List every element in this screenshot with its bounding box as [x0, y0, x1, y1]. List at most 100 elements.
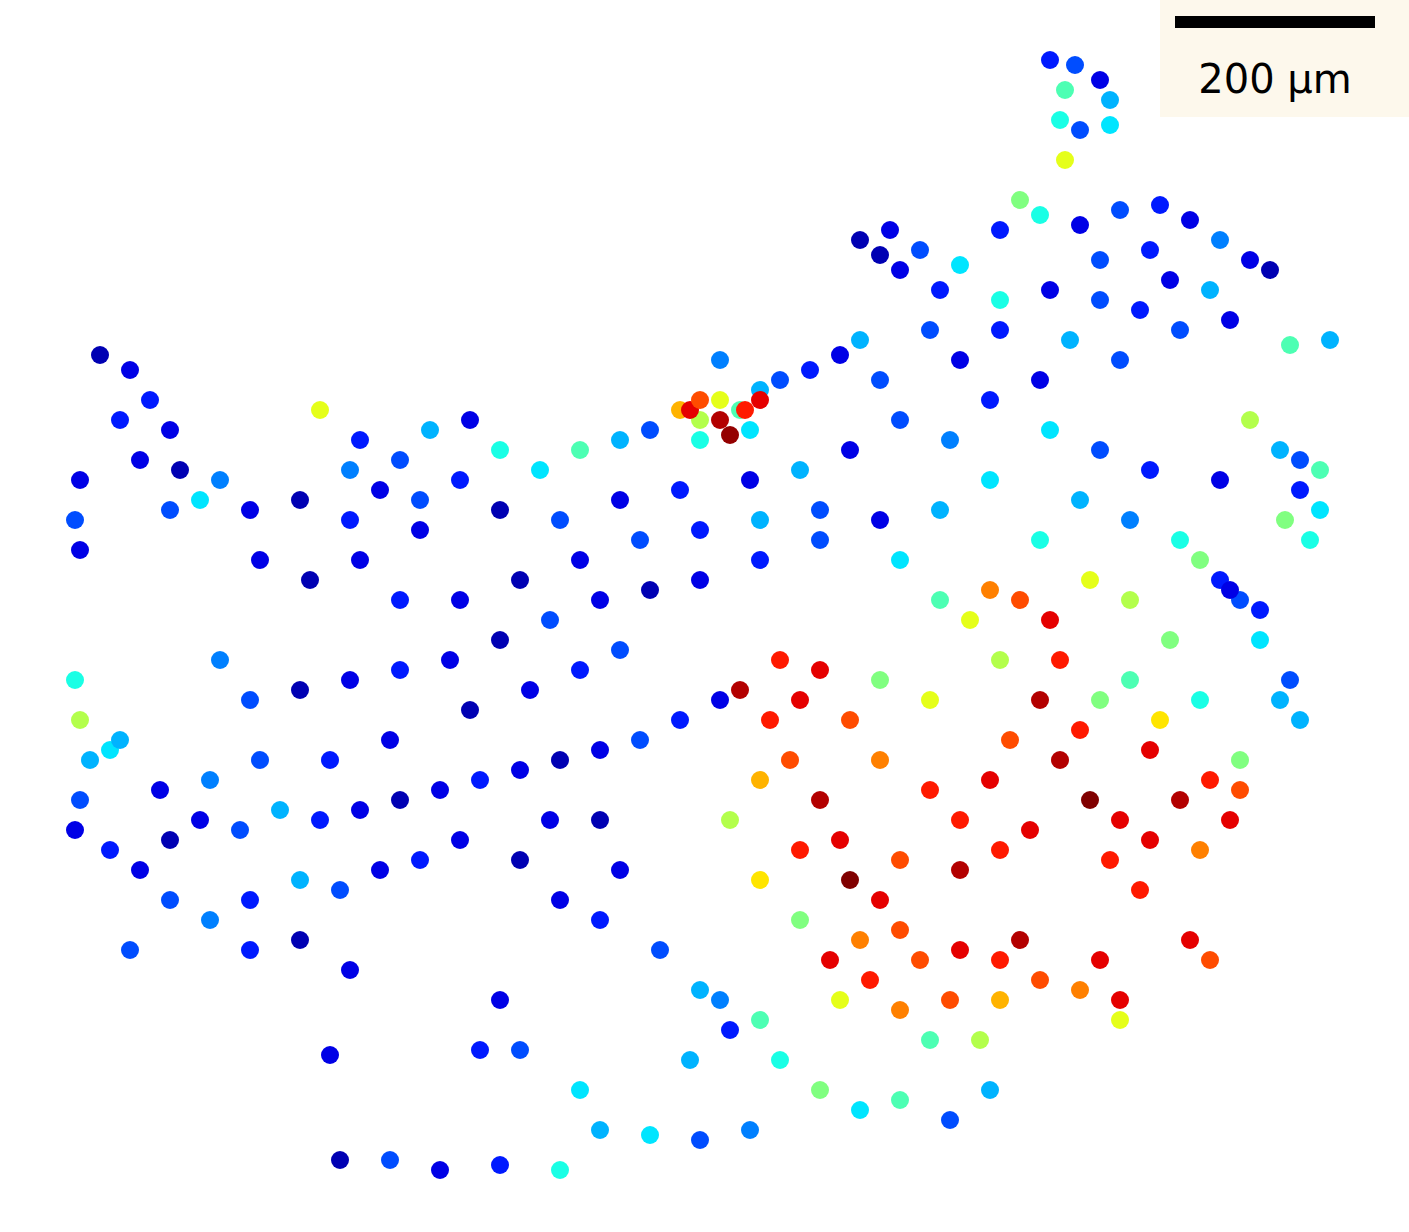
cell-point [931, 281, 949, 299]
cell-point [961, 611, 979, 629]
cell-point [911, 241, 929, 259]
cell-point [931, 591, 949, 609]
cell-point [841, 441, 859, 459]
cell-point [241, 891, 259, 909]
cell-point [241, 501, 259, 519]
cell-point [891, 851, 909, 869]
cell-point [751, 391, 769, 409]
cell-point [411, 851, 429, 869]
chart: 200 µm [0, 0, 1409, 1232]
cell-point [1041, 51, 1059, 69]
cell-point [991, 321, 1009, 339]
cell-point [101, 841, 119, 859]
cell-point [741, 471, 759, 489]
cell-point [541, 611, 559, 629]
cell-point [1031, 206, 1049, 224]
cell-point [111, 731, 129, 749]
cell-point [941, 1111, 959, 1129]
cell-point [411, 521, 429, 539]
cell-point [951, 861, 969, 879]
cell-point [1071, 491, 1089, 509]
cell-point [391, 591, 409, 609]
cell-point [1231, 751, 1249, 769]
cell-point [1071, 721, 1089, 739]
cell-point [531, 461, 549, 479]
cell-point [71, 711, 89, 729]
cell-point [841, 711, 859, 729]
cell-point [1041, 281, 1059, 299]
cell-point [1111, 351, 1129, 369]
cell-point [871, 511, 889, 529]
cell-point [1171, 791, 1189, 809]
cell-point [521, 681, 539, 699]
cell-point [1251, 601, 1269, 619]
cell-point [81, 751, 99, 769]
cell-point [791, 691, 809, 709]
cell-point [1271, 691, 1289, 709]
cell-point [711, 351, 729, 369]
cell-point [871, 671, 889, 689]
cell-point [1181, 211, 1199, 229]
cell-point [591, 911, 609, 929]
cell-point [951, 811, 969, 829]
cell-point [1111, 201, 1129, 219]
cell-point [991, 221, 1009, 239]
cell-point [651, 941, 669, 959]
cell-point [1191, 841, 1209, 859]
cell-point [591, 591, 609, 609]
cell-point [951, 351, 969, 369]
cell-point [331, 1151, 349, 1169]
cell-point [121, 941, 139, 959]
cell-point [471, 1041, 489, 1059]
cell-point [321, 1046, 339, 1064]
cell-point [331, 881, 349, 899]
cell-point [591, 811, 609, 829]
cell-point [551, 891, 569, 909]
cell-point [741, 1121, 759, 1139]
cell-point [411, 491, 429, 509]
scale-bar-box [1160, 0, 1409, 117]
cell-point [511, 761, 529, 779]
scale-bar-line [1175, 16, 1375, 28]
cell-point [811, 501, 829, 519]
cell-point [611, 431, 629, 449]
cell-point [1191, 551, 1209, 569]
cell-point [671, 711, 689, 729]
cell-point [71, 541, 89, 559]
cell-point [891, 261, 909, 279]
cell-point [1091, 291, 1109, 309]
scale-bar-label: 200 µm [1198, 56, 1351, 102]
cell-point [831, 831, 849, 849]
cell-point [1161, 271, 1179, 289]
cell-point [441, 651, 459, 669]
cell-point [511, 851, 529, 869]
cell-point [1021, 821, 1039, 839]
cell-point [691, 431, 709, 449]
cell-point [891, 1091, 909, 1109]
cell-point [711, 991, 729, 1009]
cell-point [381, 1151, 399, 1169]
cell-point [191, 491, 209, 509]
cell-point [951, 256, 969, 274]
cell-point [921, 781, 939, 799]
cell-point [1201, 771, 1219, 789]
cell-point [941, 991, 959, 1009]
cell-point [771, 651, 789, 669]
cell-point [741, 421, 759, 439]
cell-point [591, 741, 609, 759]
cell-point [371, 861, 389, 879]
cell-point [571, 1081, 589, 1099]
cell-point [1221, 311, 1239, 329]
cell-point [981, 391, 999, 409]
cell-point [1091, 441, 1109, 459]
cell-point [631, 731, 649, 749]
cell-point [881, 221, 899, 239]
cell-point [1141, 241, 1159, 259]
cell-point [91, 346, 109, 364]
cell-point [791, 911, 809, 929]
cell-point [1051, 651, 1069, 669]
cell-point [321, 751, 339, 769]
cell-point [1101, 91, 1119, 109]
cell-point [421, 421, 439, 439]
cell-point [1111, 1011, 1129, 1029]
